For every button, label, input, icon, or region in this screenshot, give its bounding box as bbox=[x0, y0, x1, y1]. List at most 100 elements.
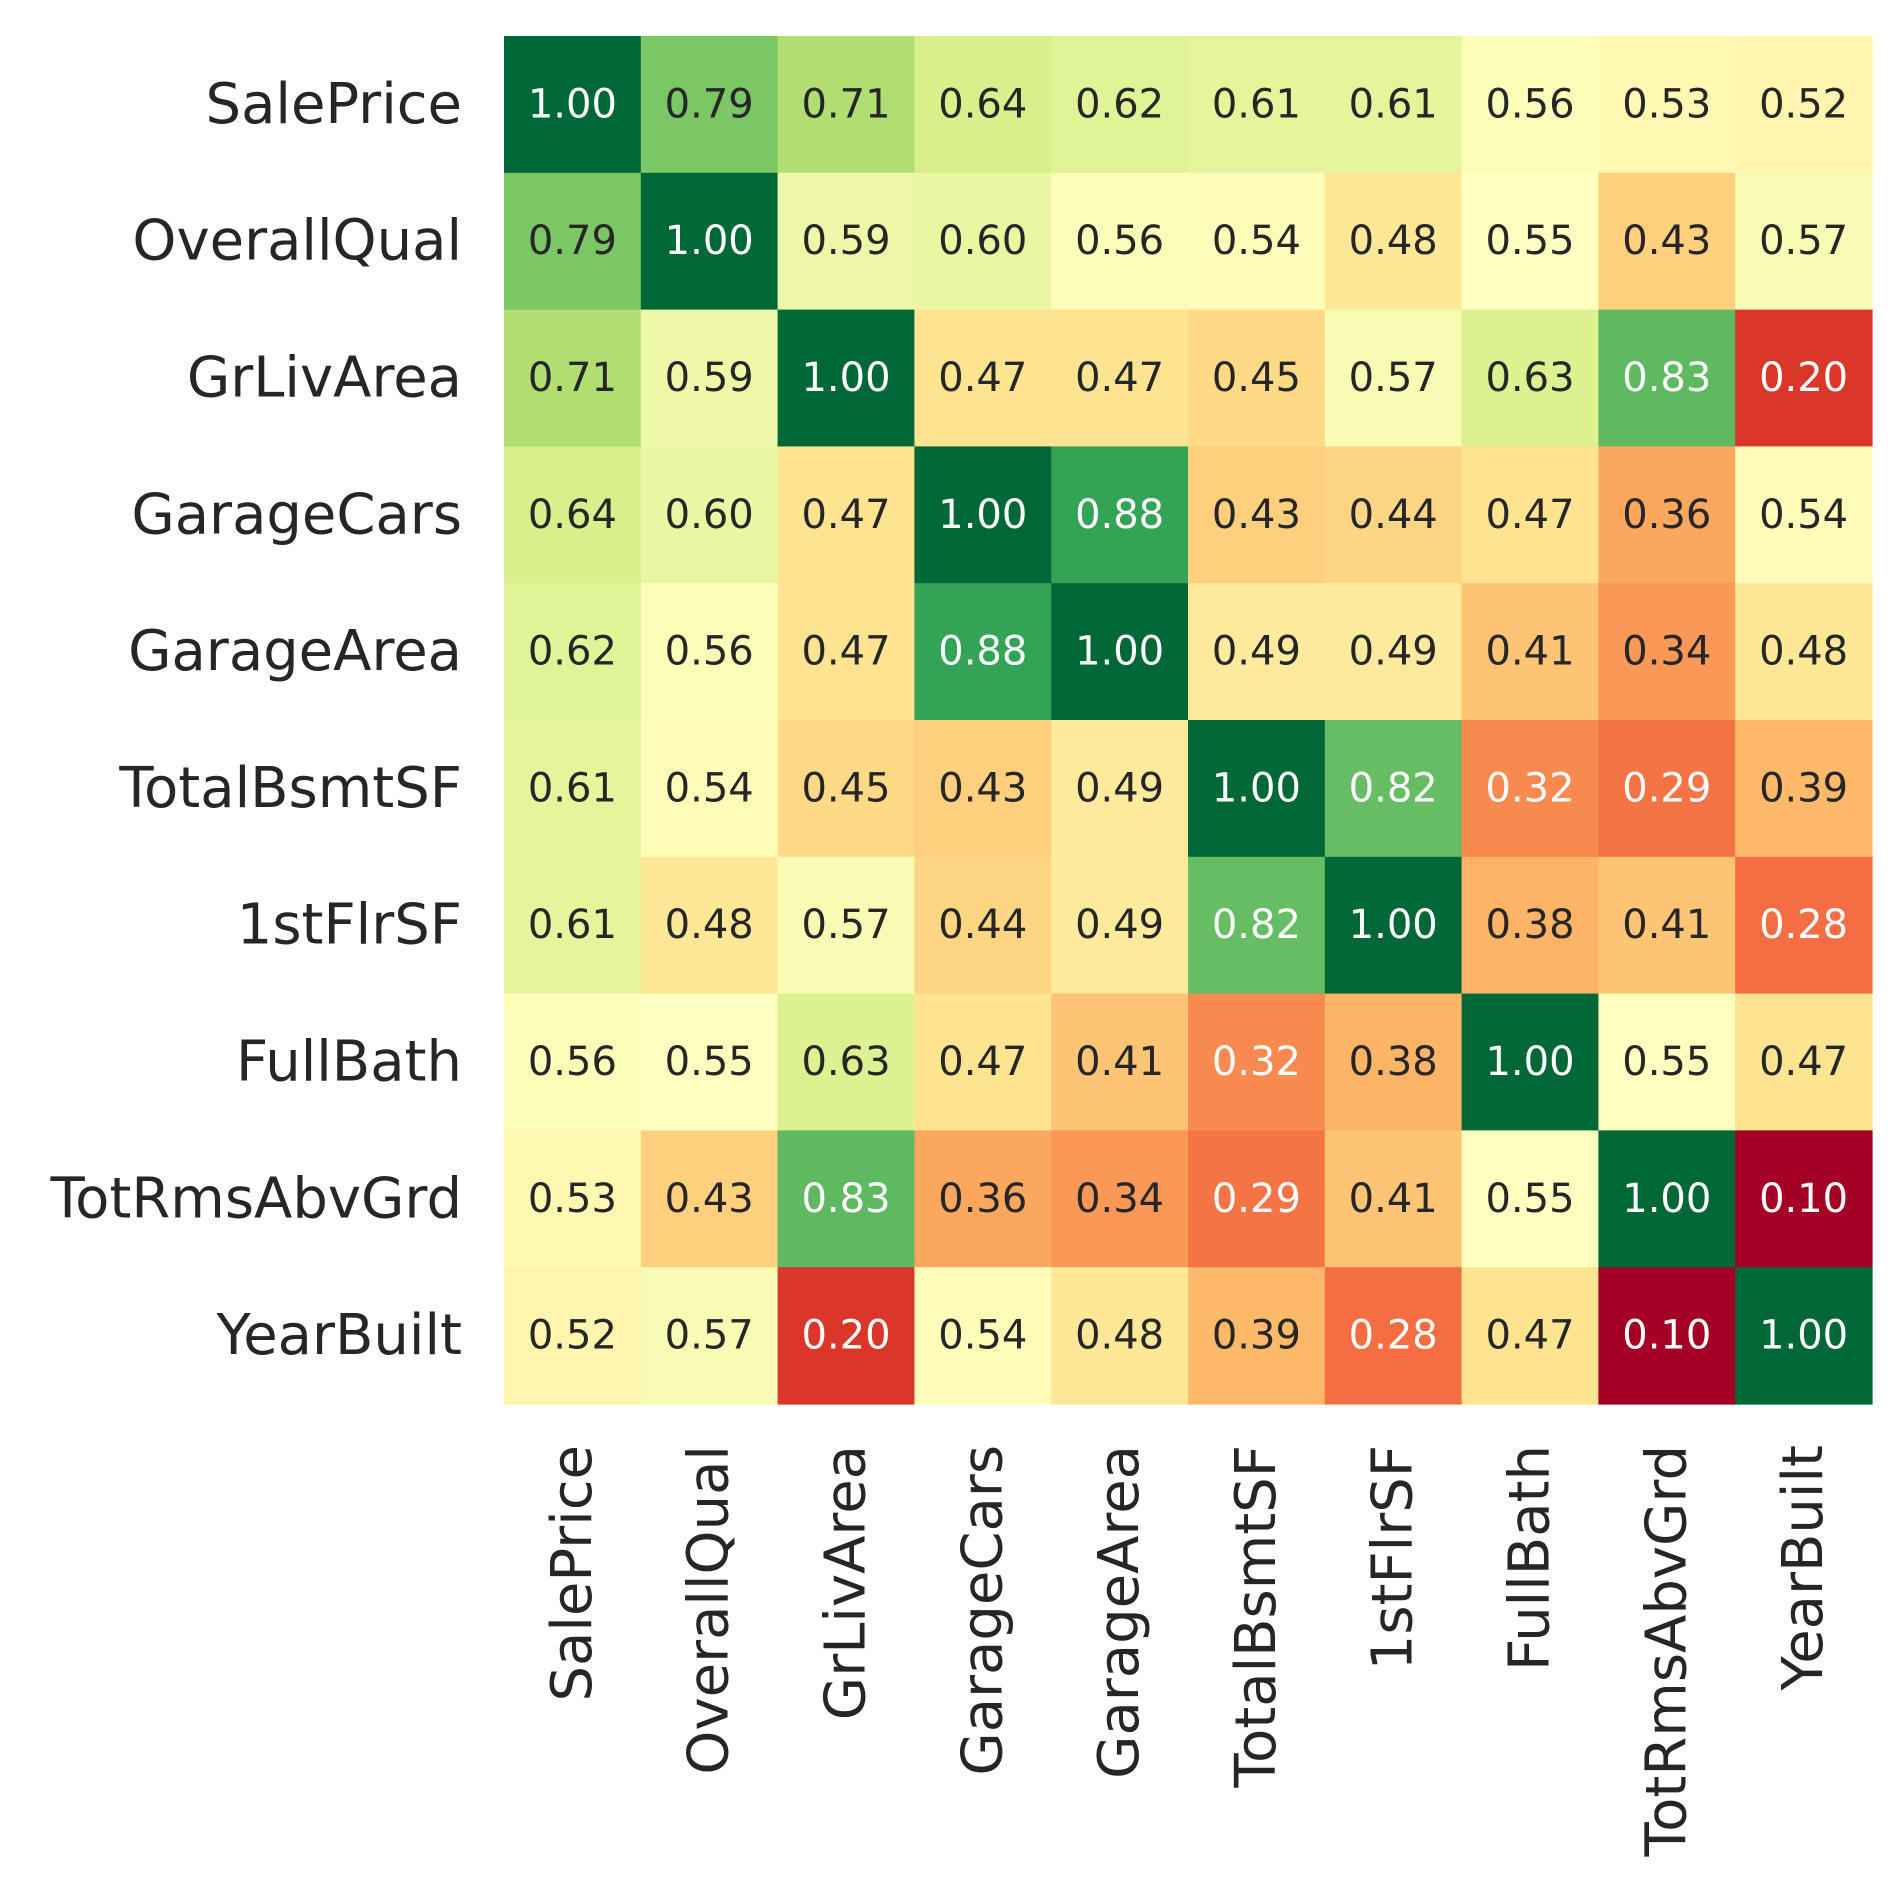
cell-value-label: 0.41 bbox=[1485, 629, 1574, 675]
cell-value-label: 0.47 bbox=[801, 629, 890, 675]
cell-value-label: 0.45 bbox=[1212, 355, 1301, 401]
heatmap-cell-GarageCars-FullBath bbox=[1461, 446, 1599, 584]
cell-value-label: 0.62 bbox=[1075, 81, 1164, 127]
cell-value-label: 0.61 bbox=[1349, 81, 1438, 127]
cell-value-label: 1.00 bbox=[1485, 1039, 1574, 1085]
cell-value-label: 0.48 bbox=[1759, 629, 1848, 675]
heatmap-cell-GarageCars-1stFlrSF bbox=[1324, 446, 1463, 584]
cell-value-label: 0.39 bbox=[1759, 765, 1848, 811]
cell-value-label: 0.43 bbox=[1212, 492, 1301, 538]
heatmap-cell-SalePrice-TotRmsAbvGrd bbox=[1598, 36, 1736, 174]
cell-value-label: 0.43 bbox=[938, 765, 1027, 811]
cell-value-label: 0.10 bbox=[1759, 1176, 1848, 1222]
heatmap-cell-GarageArea-1stFlrSF bbox=[1324, 583, 1463, 721]
cell-value-label: 0.88 bbox=[938, 629, 1027, 675]
heatmap-cell-GarageArea-FullBath bbox=[1461, 583, 1599, 721]
row-tick-label: TotalBsmtSF bbox=[118, 756, 462, 821]
cell-value-label: 0.29 bbox=[1622, 765, 1711, 811]
heatmap-cell-SalePrice-1stFlrSF bbox=[1324, 36, 1463, 174]
cell-value-label: 0.48 bbox=[665, 902, 754, 948]
cell-value-label: 0.38 bbox=[1349, 1039, 1438, 1085]
row-tick-label: GarageCars bbox=[131, 482, 462, 547]
cell-value-label: 0.79 bbox=[528, 218, 617, 264]
cell-value-label: 0.48 bbox=[1075, 1313, 1164, 1359]
heatmap-cell-YearBuilt-OverallQual bbox=[640, 1267, 779, 1405]
cell-value-label: 0.55 bbox=[1485, 1176, 1574, 1222]
cell-value-label: 0.47 bbox=[938, 1039, 1027, 1085]
heatmap-cell-SalePrice-FullBath bbox=[1461, 36, 1599, 174]
cell-value-label: 0.34 bbox=[1075, 1176, 1164, 1222]
heatmap-cell-GrLivArea-TotalBsmtSF bbox=[1188, 309, 1326, 447]
cell-value-label: 0.52 bbox=[528, 1313, 617, 1359]
heatmap-cell-GarageArea-OverallQual bbox=[640, 583, 779, 721]
heatmap-cell-YearBuilt-GarageCars bbox=[914, 1267, 1052, 1405]
cell-value-label: 0.60 bbox=[938, 218, 1027, 264]
heatmap-cell-TotRmsAbvGrd-YearBuilt bbox=[1735, 1130, 1873, 1268]
column-tick-label: GarageArea bbox=[1087, 1445, 1152, 1779]
heatmap-cell-TotRmsAbvGrd-1stFlrSF bbox=[1324, 1130, 1463, 1268]
heatmap-cell-GrLivArea-GarageCars bbox=[914, 309, 1052, 447]
cell-value-label: 0.44 bbox=[938, 902, 1027, 948]
cell-value-label: 0.79 bbox=[665, 81, 754, 127]
heatmap-cell-GrLivArea-1stFlrSF bbox=[1324, 309, 1463, 447]
cell-value-label: 0.57 bbox=[801, 902, 890, 948]
heatmap-cell-1stFlrSF-YearBuilt bbox=[1735, 856, 1873, 995]
heatmap-cell-1stFlrSF-SalePrice bbox=[504, 856, 642, 995]
heatmap-cell-YearBuilt-TotRmsAbvGrd bbox=[1598, 1267, 1736, 1405]
heatmap-cell-FullBath-TotalBsmtSF bbox=[1188, 993, 1326, 1131]
row-tick-label: YearBuilt bbox=[215, 1303, 462, 1368]
cell-value-label: 0.48 bbox=[1349, 218, 1438, 264]
row-tick-labels: SalePrice OverallQual GrLivArea GarageCars G… bbox=[49, 72, 462, 1368]
column-tick-label: OverallQual bbox=[677, 1445, 742, 1775]
heatmap-cell-TotRmsAbvGrd-FullBath bbox=[1461, 1130, 1599, 1268]
heatmap-cell-GarageArea-GarageCars bbox=[914, 583, 1052, 721]
heatmap-cell-TotRmsAbvGrd-GrLivArea bbox=[777, 1130, 915, 1268]
cell-value-label: 0.36 bbox=[1622, 492, 1711, 538]
cell-value-label: 0.56 bbox=[1075, 218, 1164, 264]
heatmap-cell-GarageArea-GrLivArea bbox=[777, 583, 915, 721]
heatmap-cell-OverallQual-OverallQual bbox=[640, 172, 779, 311]
row-tick-label: 1stFlrSF bbox=[237, 893, 462, 958]
cell-value-label: 0.28 bbox=[1759, 902, 1848, 948]
cell-value-label: 0.56 bbox=[665, 629, 754, 675]
heatmap-cell-GarageCars-SalePrice bbox=[504, 446, 642, 584]
heatmap-cell-1stFlrSF-GarageArea bbox=[1051, 856, 1189, 995]
cell-value-label: 0.83 bbox=[1622, 355, 1711, 401]
heatmap-cell-YearBuilt-YearBuilt bbox=[1735, 1267, 1873, 1405]
cell-value-label: 0.56 bbox=[1485, 81, 1574, 127]
cell-value-label: 0.55 bbox=[1622, 1039, 1711, 1085]
column-tick-label: SalePrice bbox=[540, 1445, 605, 1701]
heatmap-cell-1stFlrSF-OverallQual bbox=[640, 856, 779, 995]
cell-value-label: 0.59 bbox=[801, 218, 890, 264]
cell-value-label: 0.57 bbox=[1759, 218, 1848, 264]
cell-value-label: 1.00 bbox=[1212, 765, 1301, 811]
cell-value-label: 0.32 bbox=[1212, 1039, 1301, 1085]
cell-value-label: 0.41 bbox=[1075, 1039, 1164, 1085]
heatmap-cell-TotalBsmtSF-OverallQual bbox=[640, 720, 779, 858]
heatmap-cell-1stFlrSF-FullBath bbox=[1461, 856, 1599, 995]
heatmap-cell-GarageArea-TotalBsmtSF bbox=[1188, 583, 1326, 721]
heatmap-cell-OverallQual-GarageCars bbox=[914, 172, 1052, 311]
column-tick-label: FullBath bbox=[1498, 1445, 1563, 1671]
column-tick-label: GrLivArea bbox=[814, 1445, 879, 1720]
cell-value-label: 0.32 bbox=[1485, 765, 1574, 811]
heatmap-cell-OverallQual-YearBuilt bbox=[1735, 172, 1873, 311]
column-tick-labels: SalePrice OverallQual GrLivArea GarageCars G… bbox=[540, 1445, 1836, 1858]
cell-value-label: 1.00 bbox=[801, 355, 890, 401]
heatmap-cell-TotRmsAbvGrd-SalePrice bbox=[504, 1130, 642, 1268]
heatmap-cell-FullBath-TotRmsAbvGrd bbox=[1598, 993, 1736, 1131]
heatmap-cell-FullBath-GarageArea bbox=[1051, 993, 1189, 1131]
cell-value-label: 0.47 bbox=[1485, 1313, 1574, 1359]
cell-value-label: 0.55 bbox=[665, 1039, 754, 1085]
heatmap-cell-GarageCars-GarageCars bbox=[914, 446, 1052, 584]
heatmap-cell-TotRmsAbvGrd-GarageArea bbox=[1051, 1130, 1189, 1268]
heatmap-cell-YearBuilt-GarageArea bbox=[1051, 1267, 1189, 1405]
heatmap-cell-TotalBsmtSF-GarageArea bbox=[1051, 720, 1189, 858]
heatmap-cell-SalePrice-TotalBsmtSF bbox=[1188, 36, 1326, 174]
column-tick-label: YearBuilt bbox=[1771, 1445, 1836, 1692]
heatmap-cell-SalePrice-GarageCars bbox=[914, 36, 1052, 174]
cell-value-label: 0.34 bbox=[1622, 629, 1711, 675]
cell-value-label: 0.54 bbox=[1759, 492, 1848, 538]
row-tick-label: GrLivArea bbox=[187, 346, 462, 411]
heatmap-cell-TotRmsAbvGrd-GarageCars bbox=[914, 1130, 1052, 1268]
